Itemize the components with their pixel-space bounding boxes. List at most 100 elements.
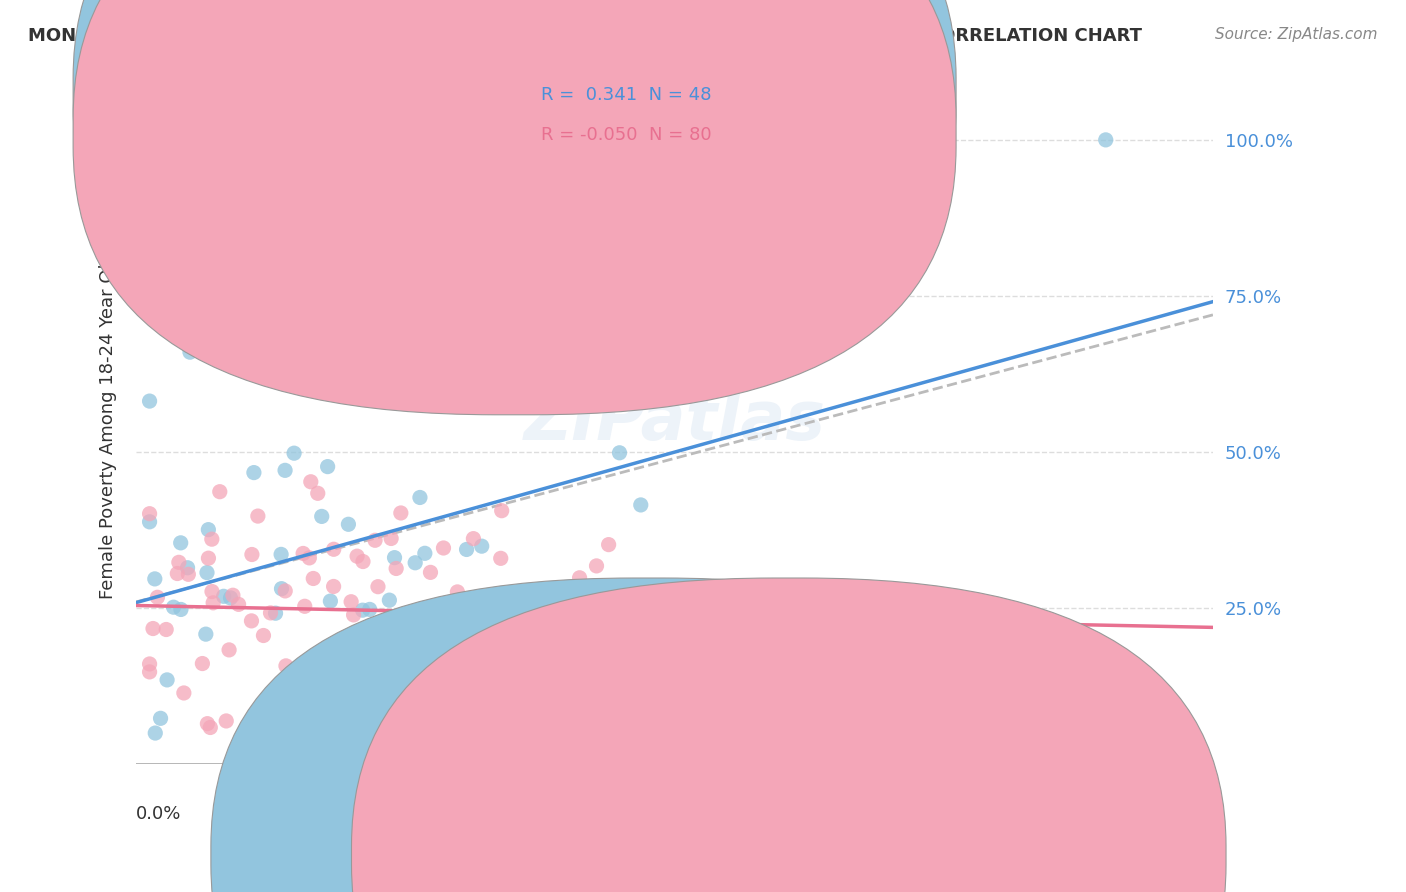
Point xyxy=(491,504,513,518)
Point xyxy=(283,446,305,460)
Point xyxy=(359,602,381,616)
Point xyxy=(290,713,312,727)
Point xyxy=(195,566,218,580)
Point xyxy=(194,627,217,641)
Point xyxy=(284,698,307,712)
Point xyxy=(191,657,214,671)
Point xyxy=(155,623,177,637)
Point xyxy=(222,588,245,602)
Point xyxy=(630,498,652,512)
Point xyxy=(636,665,658,679)
Point xyxy=(197,551,219,566)
Point xyxy=(170,602,193,616)
Point xyxy=(208,484,231,499)
Point xyxy=(325,690,347,705)
Point xyxy=(609,446,631,460)
Point xyxy=(138,507,160,521)
Point xyxy=(378,593,401,607)
Point xyxy=(212,590,235,604)
Point xyxy=(138,665,160,679)
Point xyxy=(252,628,274,642)
Point xyxy=(367,580,389,594)
Point xyxy=(228,598,250,612)
Point xyxy=(274,583,297,598)
Point xyxy=(380,532,402,546)
Point xyxy=(270,582,292,596)
Point xyxy=(240,726,263,740)
Point xyxy=(463,264,485,278)
Point xyxy=(197,716,219,731)
Text: R = -0.050  N = 80: R = -0.050 N = 80 xyxy=(541,126,711,144)
Point xyxy=(662,677,685,691)
Point xyxy=(177,567,200,582)
Point xyxy=(292,546,315,560)
Point xyxy=(322,542,344,557)
Point xyxy=(202,596,225,610)
Point xyxy=(389,506,412,520)
Point xyxy=(246,509,269,524)
Text: Mongolians: Mongolians xyxy=(669,846,772,863)
Point xyxy=(827,582,849,597)
Point xyxy=(346,549,368,564)
Point xyxy=(385,561,408,575)
Point xyxy=(274,463,297,477)
Point xyxy=(367,667,389,681)
Point xyxy=(360,636,382,650)
Point xyxy=(385,669,408,683)
Point xyxy=(166,566,188,581)
Point xyxy=(264,606,287,620)
Point xyxy=(432,541,454,555)
Point xyxy=(179,345,201,359)
Text: 8.0%: 8.0% xyxy=(1168,805,1213,823)
Point xyxy=(664,660,686,674)
Point xyxy=(419,566,441,580)
Point xyxy=(744,368,766,383)
Point xyxy=(413,546,436,560)
Point xyxy=(337,517,360,532)
Point xyxy=(336,684,359,698)
Point xyxy=(409,491,432,505)
Point xyxy=(352,603,374,617)
Text: ZIPatlas: ZIPatlas xyxy=(524,388,825,454)
Point xyxy=(401,635,423,649)
Point xyxy=(495,595,517,609)
Point xyxy=(404,556,426,570)
Point xyxy=(471,539,494,553)
Point xyxy=(377,665,399,680)
Point xyxy=(201,584,224,599)
Point xyxy=(173,686,195,700)
Point xyxy=(143,572,166,586)
Point xyxy=(322,579,344,593)
Point xyxy=(215,714,238,728)
Point xyxy=(1094,133,1116,147)
Point xyxy=(162,600,184,615)
Point xyxy=(285,726,308,740)
Point xyxy=(167,555,190,569)
Point xyxy=(548,628,571,642)
Point xyxy=(202,326,225,340)
Point xyxy=(481,597,503,611)
Point xyxy=(270,548,292,562)
Point xyxy=(678,622,700,636)
Point xyxy=(176,561,198,575)
Point xyxy=(307,486,329,500)
Point xyxy=(201,532,224,546)
Point xyxy=(384,550,406,565)
Point xyxy=(311,509,333,524)
Point xyxy=(517,726,540,740)
Point xyxy=(463,532,485,546)
Point xyxy=(170,536,193,550)
Point xyxy=(149,711,172,725)
Text: R =  0.341  N = 48: R = 0.341 N = 48 xyxy=(541,86,711,103)
Point xyxy=(489,551,512,566)
Point xyxy=(323,370,346,384)
Point xyxy=(138,394,160,409)
Point xyxy=(536,637,558,651)
Text: Source: ZipAtlas.com: Source: ZipAtlas.com xyxy=(1215,27,1378,42)
Point xyxy=(446,585,468,599)
Point xyxy=(142,622,165,636)
Point xyxy=(294,599,316,614)
Y-axis label: Female Poverty Among 18-24 Year Olds: Female Poverty Among 18-24 Year Olds xyxy=(100,243,117,599)
Point xyxy=(143,726,166,740)
Point xyxy=(156,673,179,687)
